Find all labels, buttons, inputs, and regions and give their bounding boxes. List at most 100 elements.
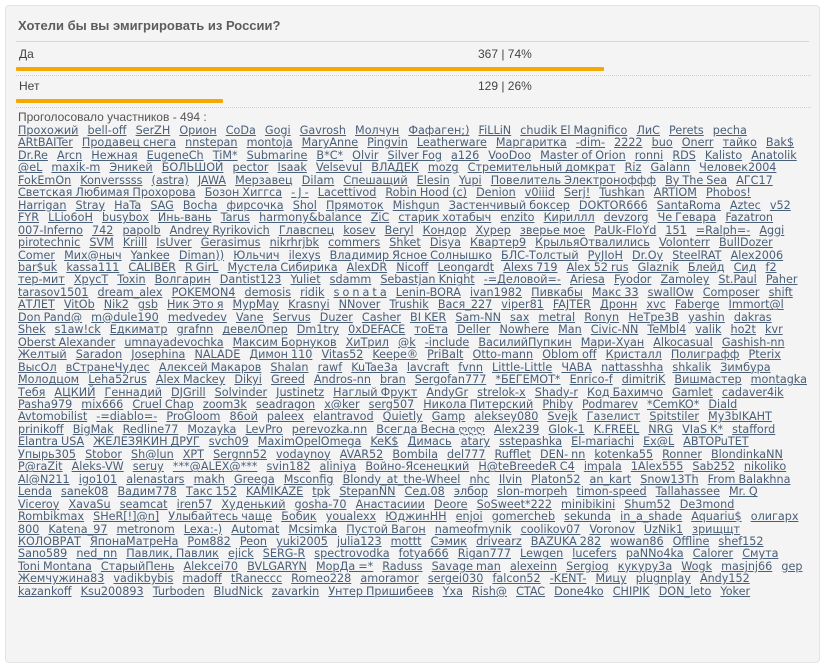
voter-link[interactable]: Konverssss (80, 173, 143, 187)
voter-link[interactable]: papolb (122, 223, 161, 237)
voter-link[interactable]: gep (781, 559, 803, 573)
voter-link[interactable]: Sergnn52 (213, 447, 267, 461)
voter-link[interactable]: timon-speed (576, 485, 647, 499)
voter-link[interactable]: ProGloom (166, 410, 221, 424)
voter-link[interactable]: slon-morpeh (497, 485, 568, 499)
voter-link[interactable]: youalexx (325, 510, 377, 524)
voter-link[interactable]: falcon52 (492, 572, 541, 586)
voter-link[interactable]: sanek08 (61, 485, 109, 499)
voter-link[interactable]: Yankee (130, 248, 170, 262)
voter-link[interactable]: strelok-x (477, 385, 526, 399)
voter-link[interactable]: Man (558, 323, 582, 337)
voter-link[interactable]: Молодцом (18, 373, 80, 387)
voter-link[interactable]: Код Бахимчо (587, 385, 663, 399)
voter-link[interactable]: Ром882 (187, 534, 231, 548)
voter-link[interactable]: nattasshha (601, 360, 664, 374)
voter-link[interactable]: Beryl (384, 223, 414, 237)
voter-link[interactable]: Civic-NN (590, 323, 639, 337)
voter-link[interactable]: FYR (18, 211, 40, 225)
voter-link[interactable]: Don Pand@ (18, 310, 83, 324)
voter-link[interactable]: Kalisto (704, 148, 743, 162)
voter-link[interactable]: 007-Inferno (18, 223, 83, 237)
voter-link[interactable]: Master of Orion (540, 148, 626, 162)
voter-link[interactable]: Продавец снега (81, 136, 177, 150)
voter-link[interactable]: ЮджинНН (385, 510, 447, 524)
voter-link[interactable]: shift (768, 285, 793, 299)
voter-link[interactable]: ARTIOM (653, 186, 697, 200)
voter-link[interactable]: Denion (476, 186, 516, 200)
voter-link[interactable]: Rombikmax (18, 510, 85, 524)
voter-link[interactable]: Done4ko (554, 584, 604, 598)
voter-link[interactable]: 86ой (229, 410, 258, 424)
voter-link[interactable]: Унтер Пришибеев (328, 584, 434, 598)
voter-link[interactable]: Elesin (416, 173, 450, 187)
voter-link[interactable]: Pingvin (367, 136, 408, 150)
voter-link[interactable]: Deller (457, 323, 491, 337)
voter-link[interactable]: NNover (338, 298, 381, 312)
voter-link[interactable]: TeMbl4 (647, 323, 687, 337)
voter-link[interactable]: Katena_97 (48, 522, 108, 536)
voter-link[interactable]: Composer (702, 285, 760, 299)
voter-link[interactable]: LLio6oH (48, 211, 93, 225)
voter-link[interactable]: Бозон Хиггса (204, 186, 283, 200)
voter-link[interactable]: Snow13Th (640, 472, 699, 486)
voter-link[interactable]: Вася_227 (437, 298, 493, 312)
voter-link[interactable]: Никола Питерский (423, 397, 534, 411)
voter-link[interactable]: Sh@lun (131, 447, 174, 461)
voter-link[interactable]: FokEmOn (18, 173, 72, 187)
voter-link[interactable]: Застенчивый боксер (448, 198, 570, 212)
voter-link[interactable]: АГС17 (736, 173, 773, 187)
voter-link[interactable]: swallOw (647, 285, 694, 299)
voter-link[interactable]: rawf (317, 360, 343, 374)
voter-link[interactable]: TiM* (212, 148, 238, 162)
voter-link[interactable]: seamcat (119, 497, 168, 511)
voter-link[interactable]: Эникей (109, 161, 153, 175)
voter-link[interactable]: nhc (469, 472, 490, 486)
voter-link[interactable]: PaUk-FloYd (594, 223, 657, 237)
voter-link[interactable]: Дронн (599, 298, 638, 312)
voter-link[interactable]: Орион (179, 124, 217, 137)
voter-link[interactable]: Gogi (264, 124, 291, 137)
voter-link[interactable]: *БЕГЕМОТ* (495, 373, 561, 387)
voter-link[interactable]: zoom3k (202, 397, 247, 411)
voter-link[interactable]: Stray (75, 198, 106, 212)
voter-link[interactable]: Harrigan (18, 198, 67, 212)
voter-link[interactable]: Tushkan (599, 186, 645, 200)
voter-link[interactable]: Светская Любимая Прохорова (18, 186, 196, 200)
voter-link[interactable]: Сэмик (430, 534, 468, 548)
voter-link[interactable]: Вишмастер (674, 373, 742, 387)
voter-link[interactable]: зверье мое (519, 223, 586, 237)
voter-link[interactable]: Shady-r (534, 385, 578, 399)
voter-link[interactable]: Leha52rus (88, 373, 147, 387)
voter-link[interactable]: pirotechnic (18, 236, 81, 250)
voter-link[interactable]: Yupi (458, 173, 482, 187)
voter-link[interactable]: De3mond (679, 497, 735, 511)
voter-link[interactable]: Gamlet (672, 385, 713, 399)
voter-link[interactable]: Едкиматр (109, 323, 168, 337)
voter-link[interactable]: zavarkin (271, 584, 320, 598)
voter-link[interactable]: -include (424, 335, 470, 349)
voter-link[interactable]: m@dule190 (91, 310, 159, 324)
voter-link[interactable]: Leatherware (416, 136, 487, 150)
voter-link[interactable]: HaTa (114, 198, 142, 212)
voter-link[interactable]: ЯпонаМатреНа (89, 534, 179, 548)
voter-link[interactable]: Phiby (542, 397, 573, 411)
voter-link[interactable]: Viceroy (18, 497, 60, 511)
voter-link[interactable]: Raduss (382, 559, 423, 573)
voter-link[interactable]: тоЕта (414, 323, 449, 337)
voter-link[interactable]: chudik El Magnifico (520, 124, 628, 137)
voter-link[interactable]: By The Sea (665, 173, 728, 187)
voter-link[interactable]: Aggi (759, 223, 785, 237)
voter-link[interactable]: Voronov (589, 522, 635, 536)
voter-link[interactable]: девелОпер (222, 323, 288, 337)
voter-link[interactable]: Mcsimka (288, 522, 338, 536)
voter-link[interactable]: Sano589 (18, 547, 68, 561)
voter-link[interactable]: Fazatron (725, 211, 774, 225)
voter-link[interactable]: alenastars (126, 472, 185, 486)
voter-link[interactable]: a126 (451, 148, 480, 162)
voter-link[interactable]: SerZH (135, 124, 171, 137)
voter-link[interactable]: Жемчужина83 (18, 572, 105, 586)
voter-link[interactable]: Mozayka (187, 422, 237, 436)
voter-link[interactable]: Fyodor (613, 273, 652, 287)
voter-link[interactable]: вСтранеЧудес (65, 360, 150, 374)
